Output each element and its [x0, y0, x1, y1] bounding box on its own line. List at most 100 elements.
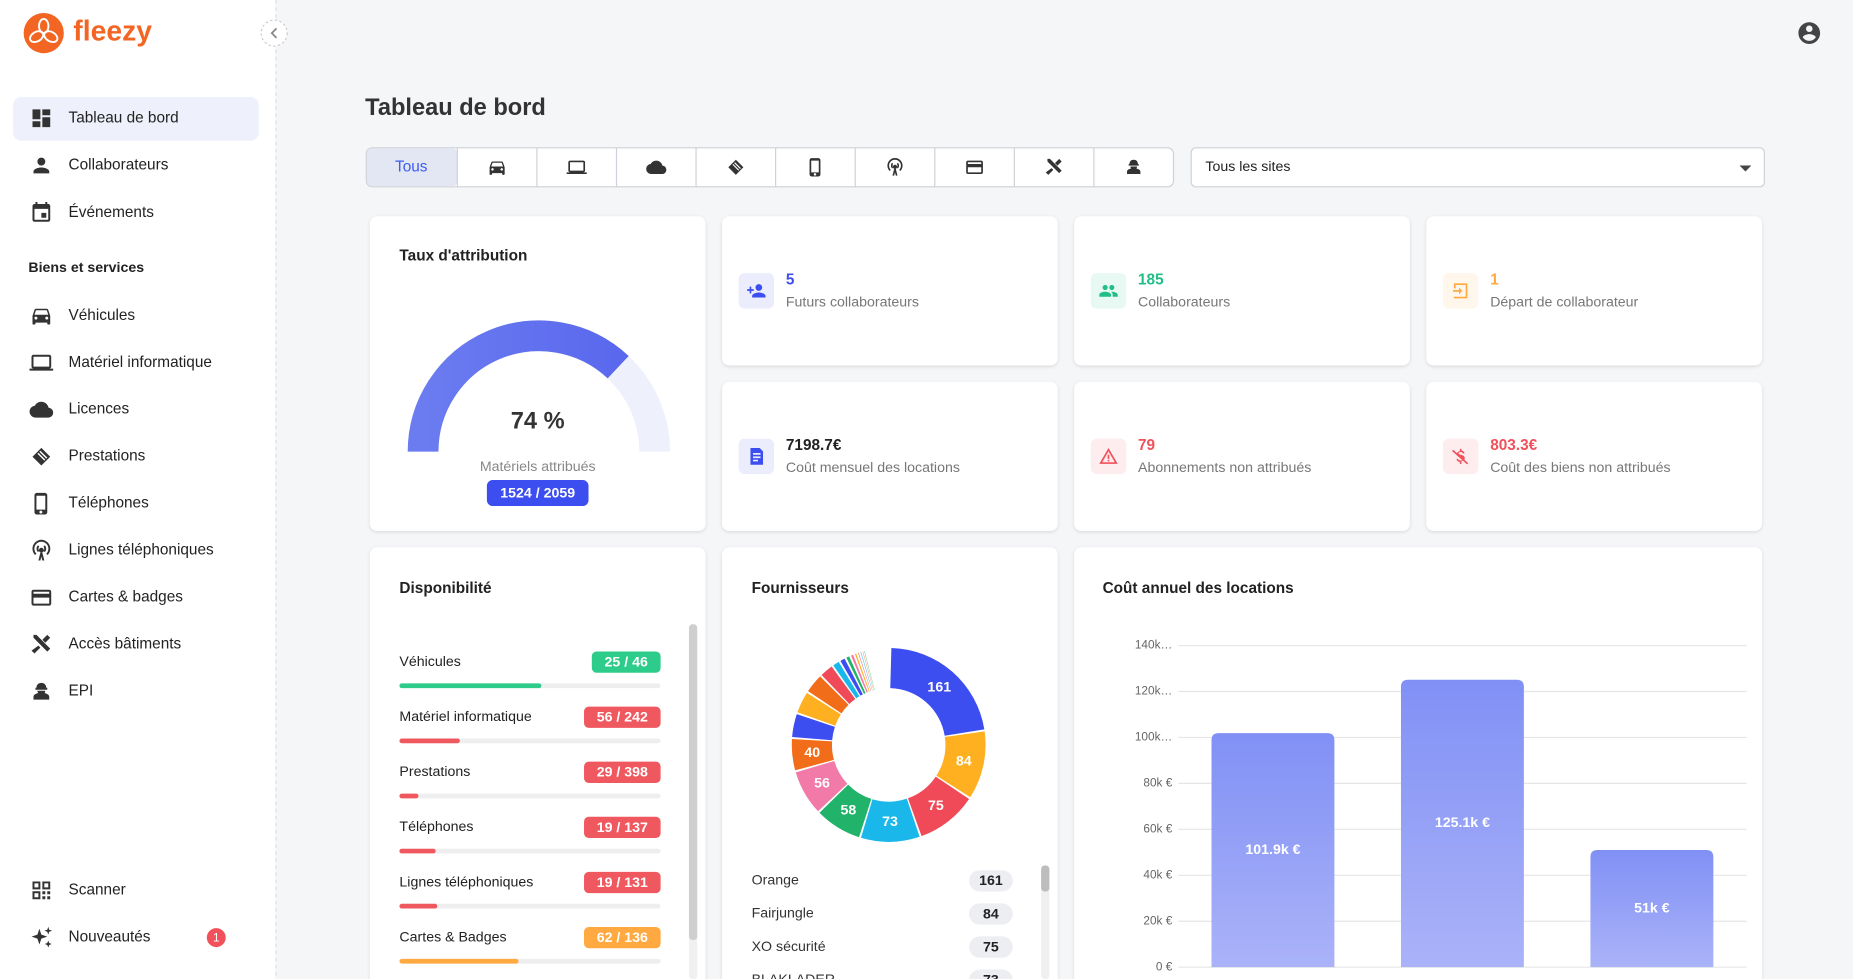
y-tick-label: 20k € — [1143, 913, 1172, 927]
donut-label: 84 — [956, 754, 972, 770]
person-icon — [33, 157, 50, 174]
card-title: Fournisseurs — [752, 580, 849, 597]
donut-slice — [864, 650, 875, 690]
bar — [1211, 733, 1335, 968]
donut-slice — [808, 676, 849, 714]
availability-bar — [399, 848, 436, 854]
card — [1074, 216, 1410, 366]
availability-track — [399, 738, 661, 744]
filter-tab[interactable] — [696, 149, 776, 186]
chevron — [270, 27, 278, 39]
availability-badge-text: 62 / 136 — [597, 930, 648, 946]
phone-icon — [34, 492, 48, 515]
card — [1426, 216, 1763, 366]
event-icon — [32, 201, 51, 222]
filter-tab[interactable] — [537, 149, 617, 186]
donut-slice — [850, 654, 868, 693]
nav-badge — [206, 928, 226, 948]
donut-slice — [907, 776, 970, 837]
donut-slice — [858, 652, 872, 692]
y-tick-label: 120k… — [1135, 684, 1172, 698]
y-tick-label: 80k € — [1143, 776, 1172, 790]
stat-label: Abonnements non attribués — [1138, 460, 1311, 476]
filter-group — [365, 147, 1175, 188]
y-tick-label: 0 € — [1156, 959, 1173, 973]
nav-label: Téléphones — [69, 495, 150, 512]
logo-mark — [29, 17, 59, 44]
collapse-button[interactable] — [260, 19, 288, 47]
availability-name: Matériel informatique — [399, 709, 531, 725]
x-tick-label: 2024 — [1260, 977, 1287, 979]
site-select[interactable] — [1190, 147, 1765, 188]
availability-name: Cartes & Badges — [399, 929, 506, 945]
card — [722, 216, 1058, 366]
stat-label: Collaborateurs — [1138, 294, 1230, 310]
legend-value: 84 — [983, 906, 999, 922]
donut-slice — [833, 661, 860, 699]
scrollbar-thumb — [1041, 865, 1050, 892]
warn-icon — [1099, 448, 1118, 464]
y-tick-label: 60k € — [1143, 821, 1172, 835]
card-title: Coût annuel des locations — [1103, 580, 1294, 597]
availability-badge — [584, 871, 661, 894]
scrollbar-thumb — [688, 624, 698, 940]
stat-value: 185 — [1138, 271, 1164, 288]
site-select-text: Tous les sites — [1205, 159, 1290, 175]
nav-label: Licences — [69, 401, 130, 418]
legend-badge — [969, 969, 1013, 979]
donut-slice — [819, 784, 872, 838]
availability-badge-text: 29 / 398 — [597, 765, 648, 781]
donut-slice — [854, 653, 870, 692]
laptop-icon — [566, 160, 587, 175]
antenna-icon — [32, 539, 51, 561]
antenna-icon — [887, 158, 903, 176]
stat-value: 7198.7€ — [786, 437, 842, 454]
stat-label: Futurs collaborateurs — [786, 294, 919, 310]
group-icon — [1099, 284, 1118, 297]
card — [1426, 381, 1763, 531]
availability-name: Véhicules — [399, 654, 460, 670]
stat-value: 79 — [1138, 437, 1155, 454]
x-tick-label: 2025 — [1449, 977, 1476, 979]
worker-icon — [33, 682, 50, 700]
exit-icon — [1453, 283, 1468, 299]
stat-icon-bg — [738, 438, 775, 475]
cloud-icon — [646, 160, 667, 175]
select-caret — [1739, 165, 1752, 172]
bar-label: 51k € — [1634, 900, 1670, 916]
donut-slice — [821, 666, 856, 704]
cloud-icon — [29, 401, 54, 418]
availability-bar — [399, 738, 460, 744]
card — [722, 381, 1058, 531]
nav-label: Tableau de bord — [69, 109, 179, 126]
filter-tab[interactable] — [776, 149, 856, 186]
y-tick-label: 100k… — [1135, 730, 1172, 744]
availability-bar — [399, 903, 438, 909]
nav-item[interactable] — [13, 670, 259, 713]
availability-bar — [399, 683, 542, 689]
availability-track — [399, 903, 661, 909]
phone-icon — [809, 158, 821, 177]
bar-label: 101.9k € — [1245, 842, 1300, 858]
nav-label: Cartes & badges — [69, 589, 184, 606]
filter-tab-active[interactable] — [366, 148, 458, 187]
donut-slice — [792, 714, 835, 741]
legend-name: Orange — [752, 873, 799, 889]
nav-label: Collaborateurs — [69, 157, 169, 174]
donut-slice — [795, 760, 848, 812]
nav-label: Véhicules — [69, 307, 136, 324]
gauge-fill — [407, 320, 629, 452]
bar — [1590, 850, 1714, 968]
stat-label: Coût des biens non attribués — [1490, 460, 1670, 476]
legend-value: 73 — [983, 973, 999, 979]
donut-slice — [890, 647, 985, 736]
hands-icon — [32, 447, 51, 466]
dashboard-icon — [32, 109, 51, 128]
nav-item[interactable] — [13, 869, 259, 912]
donut-slice — [860, 651, 873, 691]
availability-track — [399, 848, 661, 854]
y-tick-label: 40k € — [1143, 867, 1172, 881]
nav-label: Lignes téléphoniques — [69, 542, 214, 559]
availability-badge — [591, 651, 661, 673]
legend-name: Fairjungle — [752, 906, 814, 922]
